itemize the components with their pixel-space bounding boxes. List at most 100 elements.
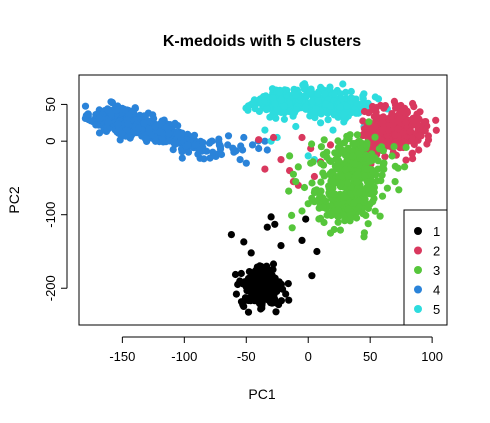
data-point: [363, 131, 371, 139]
data-points: [81, 80, 440, 316]
data-point: [401, 163, 409, 171]
data-point: [370, 195, 378, 203]
data-point: [371, 122, 379, 130]
data-point: [292, 178, 300, 186]
legend-marker: [414, 285, 422, 294]
data-point: [334, 200, 342, 209]
data-point: [395, 186, 403, 194]
data-point: [344, 179, 352, 187]
data-point: [317, 143, 325, 151]
data-point: [336, 226, 344, 234]
data-point: [408, 150, 416, 158]
series-3: [285, 118, 410, 241]
x-tick-label: 0: [305, 349, 312, 364]
data-point: [327, 184, 335, 192]
data-point: [239, 280, 248, 288]
data-point: [361, 195, 369, 203]
data-point: [317, 214, 325, 222]
data-point: [334, 206, 342, 214]
data-point: [269, 289, 277, 297]
data-point: [306, 112, 314, 120]
data-point: [391, 178, 399, 186]
data-point: [292, 91, 300, 99]
data-point: [394, 164, 402, 172]
data-point: [402, 143, 410, 151]
data-point: [285, 296, 293, 304]
data-point: [308, 97, 316, 105]
data-point: [317, 178, 325, 186]
data-point: [118, 130, 126, 138]
data-point: [317, 119, 325, 127]
data-point: [308, 179, 316, 187]
data-point: [381, 153, 389, 161]
data-point: [413, 111, 421, 119]
data-point: [369, 168, 377, 176]
data-point: [237, 269, 245, 278]
data-point: [415, 132, 423, 140]
data-point: [269, 94, 277, 102]
data-point: [247, 249, 255, 257]
data-point: [354, 150, 363, 158]
data-point: [350, 140, 358, 148]
data-point: [255, 136, 263, 144]
data-point: [391, 100, 399, 108]
data-point: [340, 193, 348, 201]
data-point: [250, 297, 259, 305]
data-point: [202, 147, 211, 155]
data-point: [323, 148, 331, 156]
series-5: [242, 80, 391, 164]
legend-label: 4: [433, 283, 440, 298]
data-point: [112, 106, 121, 115]
data-point: [174, 131, 182, 139]
y-tick-label: -200: [43, 275, 58, 301]
data-point: [361, 172, 369, 180]
data-point: [347, 94, 355, 102]
data-point: [341, 151, 349, 159]
y-axis-label: PC2: [6, 186, 22, 213]
data-point: [424, 136, 433, 144]
data-point: [224, 132, 233, 140]
data-point: [371, 207, 379, 215]
plot-frame: [78, 74, 448, 326]
data-point: [263, 146, 271, 154]
legend-label: 1: [433, 224, 440, 239]
data-point: [253, 291, 261, 299]
data-point: [195, 146, 203, 155]
data-point: [314, 90, 322, 98]
legend-box: [403, 209, 448, 326]
data-point: [339, 111, 347, 119]
data-point: [261, 137, 269, 145]
data-point: [383, 184, 391, 192]
data-point: [165, 129, 173, 138]
data-point: [294, 163, 302, 171]
legend-item-3: 3: [414, 263, 440, 278]
data-point: [334, 218, 342, 226]
data-point: [275, 88, 284, 96]
data-point: [307, 159, 315, 167]
legend-marker: [414, 305, 422, 313]
data-point: [422, 118, 430, 126]
data-point: [244, 308, 253, 316]
data-point: [121, 106, 129, 114]
data-point: [378, 171, 386, 179]
data-point: [81, 102, 90, 110]
data-point: [263, 223, 271, 231]
data-point: [227, 231, 235, 239]
data-point: [266, 274, 274, 283]
data-point: [335, 156, 343, 165]
x-tick-label: -150: [109, 349, 135, 364]
data-point: [251, 105, 259, 113]
data-point: [312, 105, 320, 113]
data-point: [352, 109, 360, 117]
data-point: [151, 137, 160, 145]
data-point: [215, 135, 223, 143]
data-point: [337, 140, 345, 148]
data-point: [298, 236, 306, 244]
data-point: [337, 180, 345, 188]
data-point: [370, 188, 378, 196]
data-point: [343, 135, 351, 143]
data-point: [190, 131, 199, 139]
data-point: [216, 144, 225, 152]
data-point: [388, 152, 396, 160]
